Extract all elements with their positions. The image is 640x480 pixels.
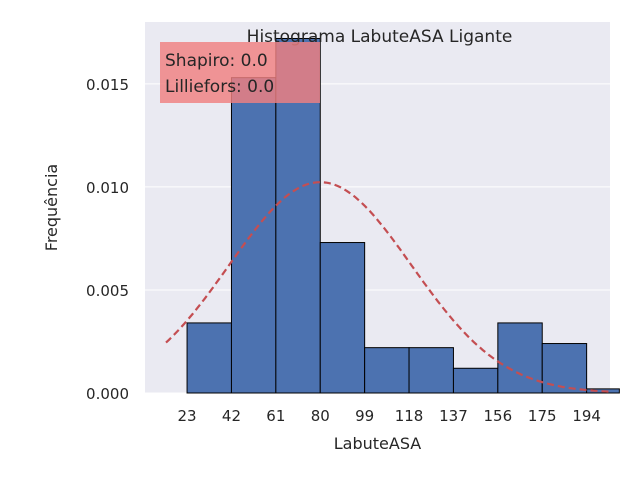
x-tick-label-2: 61: [266, 407, 285, 425]
y-tick-label-3: 0.015: [86, 76, 129, 94]
lilliefors-text: Lilliefors: 0.0: [165, 77, 274, 97]
x-axis-label: LabuteASA: [334, 434, 422, 453]
x-tick-label-6: 137: [439, 407, 468, 425]
x-tick-label-9: 194: [572, 407, 601, 425]
histogram-bar-6: [452, 367, 499, 394]
histogram-bar-8: [541, 343, 588, 394]
histogram-bar-1: [230, 77, 277, 394]
normal-curve: [165, 181, 611, 393]
shapiro-text: Shapiro: 0.0: [165, 51, 268, 71]
x-tick-label-8: 175: [528, 407, 557, 425]
histogram-bars: [186, 37, 620, 394]
histogram-bar-4: [364, 347, 410, 394]
y-tick-label-1: 0.005: [86, 282, 129, 300]
x-tick-label-1: 42: [222, 407, 241, 425]
histogram-bar-0: [186, 322, 232, 394]
y-axis-ticks: 0.000 0.005 0.010 0.015: [86, 76, 129, 403]
x-tick-label-5: 118: [395, 407, 424, 425]
x-tick-label-7: 156: [484, 407, 513, 425]
y-tick-label-0: 0.000: [86, 385, 129, 403]
annotation-box: [160, 42, 320, 103]
y-axis-label: Frequência: [42, 164, 61, 251]
x-tick-label-3: 80: [311, 407, 330, 425]
x-tick-label-4: 99: [355, 407, 374, 425]
histogram-bar-7: [497, 322, 543, 394]
histogram-bar-5: [408, 347, 454, 394]
y-tick-label-2: 0.010: [86, 179, 129, 197]
normality-test-box: Shapiro: 0.0 Lilliefors: 0.0: [160, 42, 320, 103]
x-tick-label-0: 23: [178, 407, 197, 425]
histogram-bar-3: [319, 242, 366, 394]
x-axis-ticks: 23 42 61 80 99 118 137 156 175 194: [178, 407, 601, 425]
